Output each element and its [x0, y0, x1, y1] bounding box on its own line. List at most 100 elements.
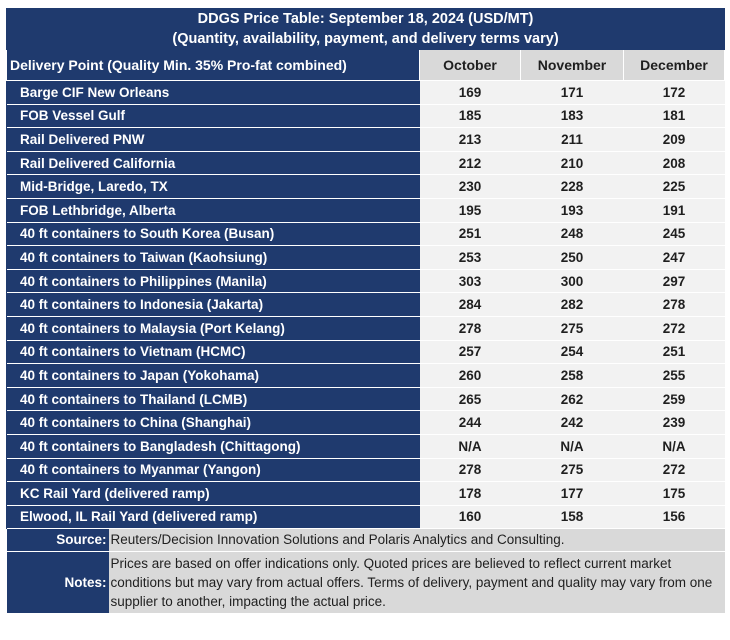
notes-label: Notes:	[6, 552, 109, 614]
table-row: 40 ft containers to Vietnam (HCMC) 257 254…	[6, 339, 725, 364]
price-cell-october: 230	[419, 174, 521, 199]
price-cell-december: N/A	[623, 433, 725, 458]
price-cell-october: 284	[419, 292, 521, 317]
price-cell-november: 300	[520, 268, 624, 293]
month-header-october: October	[419, 49, 521, 81]
price-cell-november: 193	[520, 197, 624, 223]
price-cell-december: 247	[623, 245, 725, 270]
price-cell-december: 251	[623, 339, 725, 364]
delivery-point-label: 40 ft containers to Vietnam (HCMC)	[6, 339, 420, 364]
price-cell-november: 183	[520, 103, 624, 128]
price-cell-december: 225	[623, 174, 725, 199]
price-cell-october: 278	[419, 315, 521, 341]
price-cell-october: 253	[419, 245, 521, 270]
table-row: 40 ft containers to Thailand (LCMB) 265 26…	[6, 386, 725, 411]
delivery-point-header: Delivery Point (Quality Min. 35% Pro-fat…	[6, 49, 420, 81]
price-cell-december: 208	[623, 150, 725, 175]
ddgs-price-table: DDGS Price Table: September 18, 2024 (US…	[5, 8, 726, 614]
month-header-november: November	[520, 49, 624, 81]
delivery-point-label: 40 ft containers to Malaysia (Port Kelan…	[6, 315, 420, 341]
price-cell-october: 257	[419, 339, 521, 364]
title-line-2: (Quantity, availability, payment, and de…	[172, 31, 559, 47]
price-cell-december: 297	[623, 268, 725, 293]
price-cell-november: 211	[520, 127, 624, 152]
table-row: FOB Vessel Gulf 185 183 181	[6, 103, 725, 128]
delivery-point-label: Barge CIF New Orleans	[6, 80, 420, 105]
price-cell-november: 254	[520, 339, 624, 364]
price-cell-november: 275	[520, 457, 624, 482]
price-cell-december: 191	[623, 197, 725, 223]
table-row: Rail Delivered California 212 210 208	[6, 150, 725, 175]
delivery-point-label: FOB Lethbridge, Alberta	[6, 197, 420, 223]
price-cell-november: 228	[520, 174, 624, 199]
price-cell-december: 255	[623, 363, 725, 388]
delivery-point-label: Rail Delivered California	[6, 150, 420, 175]
price-cell-october: 278	[419, 457, 521, 482]
table-row: 40 ft containers to Indonesia (Jakarta) 2…	[6, 292, 725, 317]
delivery-point-label: 40 ft containers to Indonesia (Jakarta)	[6, 292, 420, 317]
delivery-point-label: 40 ft containers to Japan (Yokohama)	[6, 363, 420, 388]
price-table: DDGS Price Table: September 18, 2024 (US…	[5, 8, 726, 614]
delivery-point-label: FOB Vessel Gulf	[6, 103, 420, 128]
price-cell-december: 175	[623, 481, 725, 506]
price-cell-december: 259	[623, 386, 725, 411]
delivery-point-label: 40 ft containers to Bangladesh (Chittago…	[6, 433, 420, 458]
price-cell-december: 278	[623, 292, 725, 317]
table-row: 40 ft containers to Malaysia (Port Kelan…	[6, 315, 725, 341]
price-cell-december: 156	[623, 504, 725, 529]
price-cell-november: 158	[520, 504, 624, 529]
month-header-december: December	[622, 49, 726, 81]
table-row: Rail Delivered PNW 213 211 209	[6, 127, 725, 152]
price-cell-december: 172	[623, 80, 725, 105]
title-line-1: DDGS Price Table: September 18, 2024 (US…	[197, 11, 534, 27]
table-row: 40 ft containers to China (Shanghai) 244 2…	[6, 410, 725, 435]
notes-text: Prices are based on offer indications on…	[108, 552, 725, 614]
delivery-point-label: Rail Delivered PNW	[6, 127, 420, 152]
price-cell-december: 245	[623, 221, 725, 246]
price-cell-october: 303	[419, 268, 521, 293]
price-cell-november: 177	[520, 481, 624, 506]
price-cell-december: 239	[623, 410, 725, 435]
price-cell-november: 282	[520, 292, 624, 317]
price-cell-october: 260	[419, 363, 521, 388]
table-row: 40 ft containers to Bangladesh (Chittago…	[6, 433, 725, 458]
table-row: Elwood, IL Rail Yard (delivered ramp) 160…	[6, 504, 725, 529]
table-row: FOB Lethbridge, Alberta 195 193 191	[6, 197, 725, 223]
price-cell-november: 171	[520, 80, 624, 105]
price-cell-november: 258	[520, 363, 624, 388]
table-row: 40 ft containers to Japan (Yokohama) 260 2…	[6, 363, 725, 388]
price-cell-november: 242	[520, 410, 624, 435]
price-cell-november: 262	[520, 386, 624, 411]
table-row: 40 ft containers to Taiwan (Kaohsiung) 25…	[6, 245, 725, 270]
table-row: 40 ft containers to Myanmar (Yangon) 278 2…	[6, 457, 725, 482]
price-cell-december: 272	[623, 457, 725, 482]
source-text: Reuters/Decision Innovation Solutions an…	[108, 529, 725, 552]
delivery-point-label: 40 ft containers to South Korea (Busan)	[6, 221, 420, 246]
table-row: 40 ft containers to Philippines (Manila)…	[6, 268, 725, 293]
table-title: DDGS Price Table: September 18, 2024 (US…	[5, 8, 726, 50]
table-row: Barge CIF New Orleans 169 171 172	[6, 80, 725, 105]
price-cell-october: 169	[419, 80, 521, 105]
price-cell-december: 181	[623, 103, 725, 128]
price-cell-october: 213	[419, 127, 521, 152]
delivery-point-label: 40 ft containers to China (Shanghai)	[6, 410, 420, 435]
price-cell-october: 178	[419, 481, 521, 506]
price-cell-december: 209	[623, 127, 725, 152]
price-cell-october: 160	[419, 504, 521, 529]
price-cell-october: 244	[419, 410, 521, 435]
price-cell-october: 212	[419, 150, 521, 175]
delivery-point-label: Elwood, IL Rail Yard (delivered ramp)	[6, 504, 420, 529]
price-cell-october: 265	[419, 386, 521, 411]
table-row: KC Rail Yard (delivered ramp) 178 177 175	[6, 481, 725, 506]
price-cell-november: 210	[520, 150, 624, 175]
delivery-point-label: 40 ft containers to Myanmar (Yangon)	[6, 457, 420, 482]
delivery-point-label: 40 ft containers to Taiwan (Kaohsiung)	[6, 245, 420, 270]
price-cell-october: N/A	[419, 433, 521, 458]
delivery-point-label: 40 ft containers to Philippines (Manila)	[6, 268, 420, 293]
price-cell-october: 251	[419, 221, 521, 246]
delivery-point-label: 40 ft containers to Thailand (LCMB)	[6, 386, 420, 411]
price-cell-november: 248	[520, 221, 624, 246]
table-row: Mid-Bridge, Laredo, TX 230 228 225	[6, 174, 725, 199]
price-cell-november: 250	[520, 245, 624, 270]
delivery-point-label: Mid-Bridge, Laredo, TX	[6, 174, 420, 199]
